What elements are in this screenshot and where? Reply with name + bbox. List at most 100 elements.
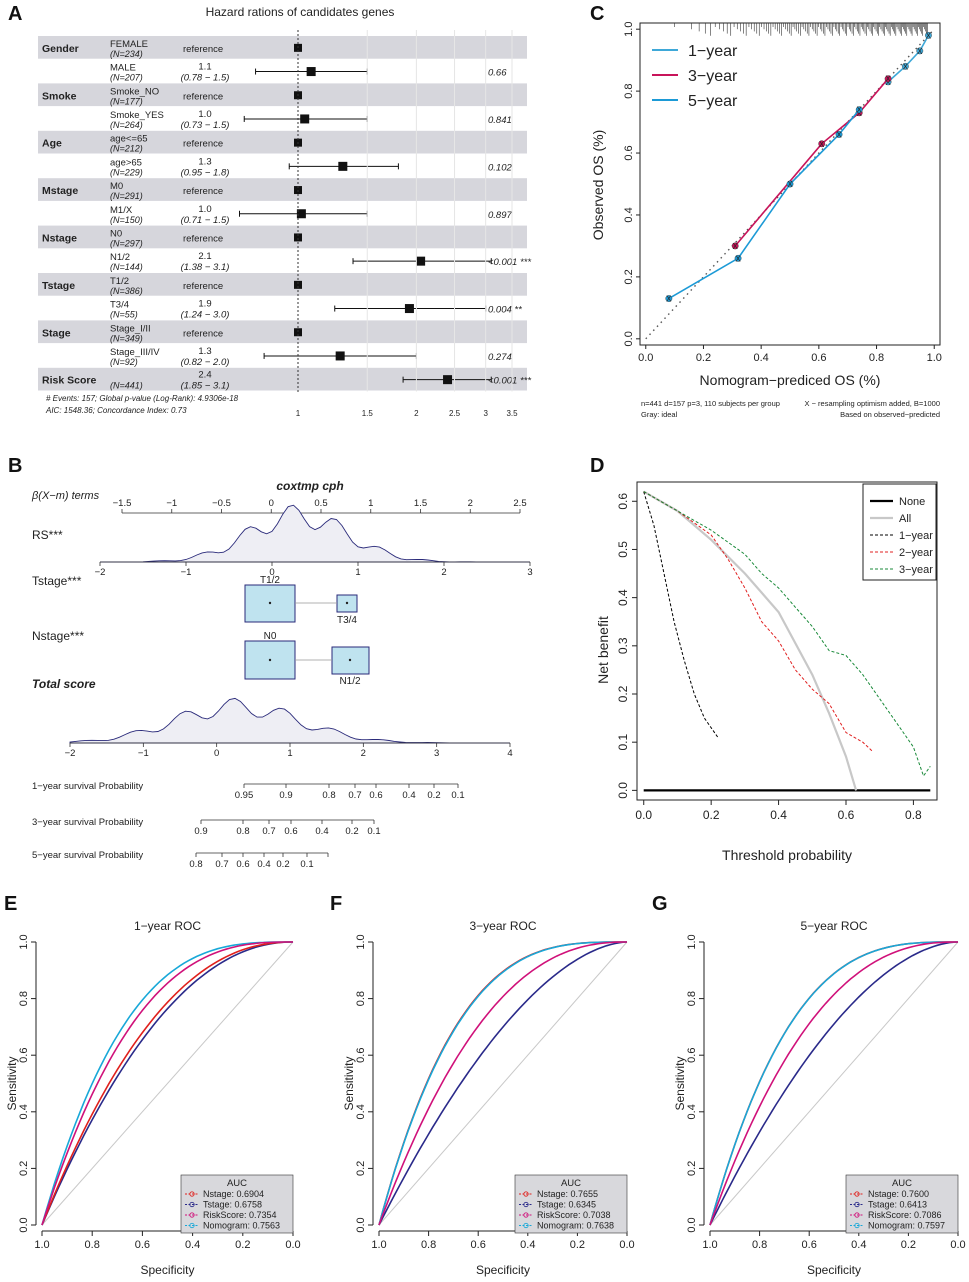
forest-ci-text: (0.71 − 1.5) [181,215,230,226]
calibration-series-line [734,78,889,247]
forest-level-label: T1/2 [110,276,129,287]
nomogram-nstage-label: Nstage*** [32,629,84,643]
forest-level-label: N0 [110,228,122,239]
calibration-ytick-label: 0.6 [623,145,635,160]
calibration-footnote-based: Based on observed−predicted [840,410,940,419]
roc-ytick-label: 0.4 [355,1104,367,1119]
calibration-point [855,106,863,114]
calibration-legend-label: 5−year [688,93,738,110]
forest-group-band [38,367,527,391]
nomogram-tstage-label: Tstage*** [32,574,82,588]
roc-title: 5−year ROC [800,919,867,933]
roc-legend-label: Nomogram: 0.7597 [868,1221,945,1231]
forest-group-band [38,130,527,154]
forest-footnote-aic: AIC: 1548.36; Concordance Index: 0.73 [45,406,187,415]
roc-xlabel: Specificity [476,1263,530,1277]
nomogram-survival-tick-label: 0.2 [345,826,358,837]
dca-xlabel: Threshold probability [722,847,852,863]
roc-legend-label: Nomogram: 0.7563 [203,1221,280,1231]
roc-5year: 5−year ROC Specificity Sensitivity 1.0 0.8 0.… [673,919,966,1277]
calibration-ytick-label: 0.0 [623,331,635,346]
decision-curve: Threshold probability Net benefit 0.0 0.2… [595,481,938,863]
calibration-legend-label: 3−year [688,68,738,85]
roc-legend-marker [854,1212,860,1218]
forest-group-band [38,36,527,59]
roc-1year: 1−year ROC Specificity Sensitivity 1.0 0.8 0.… [5,919,301,1277]
roc-diagonal [41,941,294,1226]
forest-reference-text: reference [183,328,223,339]
forest-group-band [38,273,527,296]
roc-ytick-label: 1.0 [686,934,698,949]
roc-ytick-label: 0.6 [686,1048,698,1063]
roc-ylabel: Sensitivity [673,1056,687,1110]
calibration-xtick-label: 0.2 [696,352,711,364]
roc-legend-label: Nstage: 0.6904 [203,1189,264,1199]
calibration-resample-mark: X [787,180,793,189]
panel-label-b: B [8,455,22,477]
forest-group-band [38,178,527,201]
forest-n-label: (N=144) [110,262,143,272]
calibration-point [925,31,932,39]
forest-hr-text: 2.4 [198,370,211,381]
calibration-xlabel: Nomogram−prediced OS (%) [700,372,881,388]
nomogram-survival-tick-label: 0.2 [427,790,440,801]
roc-curve [709,941,959,1226]
forest-level-label: MALE [110,63,136,74]
nomogram-tstage-level-1: T1/2 [260,575,280,586]
roc-curve [378,941,628,1226]
roc-curve [378,941,627,1226]
forest-level-label: Stage_I/II [110,323,151,334]
nomogram-tick-label: −0.5 [212,498,231,509]
roc-xtick-label: 0.2 [235,1239,250,1251]
roc-ytick-label: 0.8 [686,991,698,1006]
dca-series-line [643,491,874,753]
calibration-resample-mark: X [885,78,891,87]
forest-level-label: M0 [110,181,123,192]
roc-legend-marker [523,1201,529,1208]
roc-xlabel: Specificity [140,1263,194,1277]
roc-legend-marker [523,1222,529,1229]
forest-xtick-label: 2 [414,409,419,418]
forest-hr-box [338,161,348,171]
forest-ci-text: (0.95 − 1.8) [181,167,230,178]
roc-curve [41,941,294,1226]
forest-hr-box [335,351,345,361]
calibration-ytick-label: 0.4 [623,207,635,222]
calibration-resample-mark: X [926,31,932,40]
nomogram-tick-label: 1 [368,498,373,509]
nomogram-survival-tick-label: 0.95 [235,790,254,801]
roc-xtick-label: 0.2 [901,1239,916,1251]
forest-group-label: Smoke [42,90,77,102]
roc-xlabel: Specificity [807,1263,861,1277]
dca-ytick-label: 0.1 [616,734,630,751]
roc-legend-box [845,1174,959,1234]
dca-legend-label: 2−year [899,547,933,559]
dca-frame [636,481,938,801]
forest-reference-text: reference [183,281,223,292]
nomogram-nstage-dot-1 [268,658,272,662]
forest-pvalue-text: 0.841 [488,115,512,126]
forest-level-label: Smoke_NO [110,86,159,97]
forest-pvalue-text: 0.66 [488,68,507,79]
roc-xtick-label: 0.4 [185,1239,200,1251]
nomogram-survival-tick-label: 0.7 [215,859,228,870]
nomogram-survival-tick-label: 0.1 [451,790,464,801]
nomogram-nstage-level-2: N1/2 [339,676,361,687]
nomogram-tick-label: 2 [361,748,366,759]
forest-n-label: (N=92) [110,357,138,367]
roc-legend-box [180,1174,294,1234]
roc-ytick-label: 0.6 [355,1048,367,1063]
nomogram-tick-label: 0 [214,748,219,759]
forest-n-label: (N=291) [110,191,143,201]
nomogram-survival-tick-label: 0.2 [276,859,289,870]
roc-legend-marker [189,1212,195,1218]
nomogram-survival-tick-label: 0.1 [300,859,313,870]
forest-n-label: (N=264) [110,120,143,130]
calibration-resample-mark: X [666,295,672,304]
forest-pvalue-text: 0.102 [488,162,512,173]
forest-group-band [38,225,527,249]
roc-xtick-label: 0.4 [520,1239,535,1251]
dca-series-line [643,491,719,738]
roc-legend-label: Tstage: 0.6758 [203,1200,262,1210]
